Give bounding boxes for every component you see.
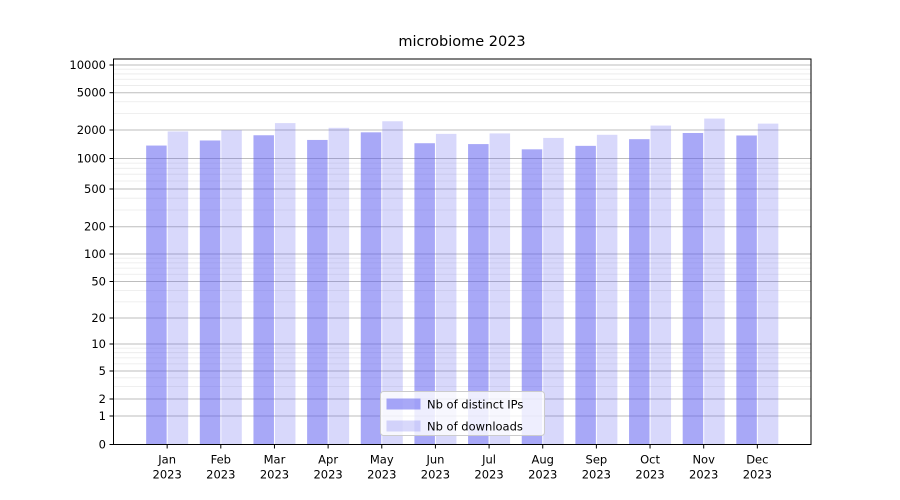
legend-swatch-distinct-ips	[386, 398, 421, 410]
chart-title: microbiome 2023	[398, 34, 526, 50]
bar-downloads-nov	[704, 118, 725, 445]
x-tick-label-year: 2023	[367, 468, 396, 482]
x-tick-label-year: 2023	[313, 468, 342, 482]
bar-downloads-jun	[435, 133, 457, 445]
x-tick-label-month: Mar	[264, 453, 286, 467]
bar-downloads-sep	[596, 134, 618, 445]
x-tick-label-month: Nov	[692, 453, 715, 467]
x-tick-label-year: 2023	[635, 468, 664, 482]
bar-distinct-ips-jul	[468, 144, 489, 445]
x-tick-label-month: Jan	[157, 453, 176, 467]
x-tick-label-year: 2023	[260, 468, 289, 482]
bar-downloads-jan	[167, 131, 189, 445]
bar-distinct-ips-apr	[307, 139, 328, 445]
bar-distinct-ips-oct	[629, 139, 650, 445]
legend-box	[380, 391, 545, 436]
y-tick-label: 10	[91, 337, 106, 351]
legend-label-downloads: Nb of downloads	[427, 420, 523, 434]
x-tick-label-year: 2023	[474, 468, 503, 482]
bar-downloads-dec	[757, 123, 779, 445]
bar-distinct-ips-mar	[253, 135, 274, 445]
x-tick-label-year: 2023	[421, 468, 450, 482]
bar-distinct-ips-nov	[682, 132, 704, 445]
bar-downloads-jul	[489, 133, 511, 445]
bar-distinct-ips-sep	[575, 145, 596, 445]
bar-distinct-ips-dec	[736, 135, 757, 445]
bar-downloads-oct	[650, 125, 672, 445]
bar-distinct-ips-may	[360, 132, 382, 445]
legend-swatch-downloads	[386, 420, 421, 432]
x-tick-label-year: 2023	[743, 468, 772, 482]
bar-downloads-mar	[274, 123, 296, 445]
y-tick-label: 1	[99, 409, 106, 423]
x-tick-label-month: Oct	[640, 453, 660, 467]
x-tick-label-year: 2023	[689, 468, 718, 482]
y-tick-label: 2000	[77, 123, 106, 137]
y-tick-label: 100	[84, 247, 106, 261]
bar-distinct-ips-feb	[199, 140, 221, 445]
bar-distinct-ips-jun	[414, 143, 435, 445]
x-tick-label-month: Jun	[425, 453, 444, 467]
x-tick-label-month: Jul	[481, 453, 496, 467]
x-tick-label-year: 2023	[582, 468, 611, 482]
y-tick-label: 2	[99, 392, 106, 406]
x-tick-label-year: 2023	[528, 468, 557, 482]
x-tick-label-year: 2023	[153, 468, 182, 482]
bar-downloads-feb	[221, 130, 242, 445]
y-tick-label: 50	[91, 275, 106, 289]
bar-downloads-aug	[543, 137, 564, 445]
legend-label-distinct-ips: Nb of distinct IPs	[427, 398, 523, 412]
x-tick-label-month: Feb	[211, 453, 231, 467]
x-tick-label-year: 2023	[206, 468, 235, 482]
plot-border	[113, 58, 812, 445]
bar-distinct-ips-jan	[146, 145, 167, 445]
y-tick-label: 5	[99, 364, 106, 378]
bar-downloads-apr	[328, 127, 350, 445]
y-tick-label: 20	[91, 311, 106, 325]
x-tick-label-month: May	[370, 453, 394, 467]
x-tick-label-month: Sep	[586, 453, 608, 467]
y-tick-label: 500	[84, 182, 106, 196]
y-tick-label: 5000	[77, 86, 106, 100]
y-tick-label: 10000	[69, 58, 106, 72]
y-tick-label: 0	[99, 438, 106, 452]
x-tick-label-month: Aug	[531, 453, 553, 467]
x-tick-label-month: Dec	[746, 453, 768, 467]
x-tick-label-month: Apr	[318, 453, 338, 467]
bar-distinct-ips-aug	[521, 149, 543, 445]
y-tick-label: 200	[84, 220, 106, 234]
y-tick-label: 1000	[77, 152, 106, 166]
bar-downloads-may	[382, 121, 403, 445]
